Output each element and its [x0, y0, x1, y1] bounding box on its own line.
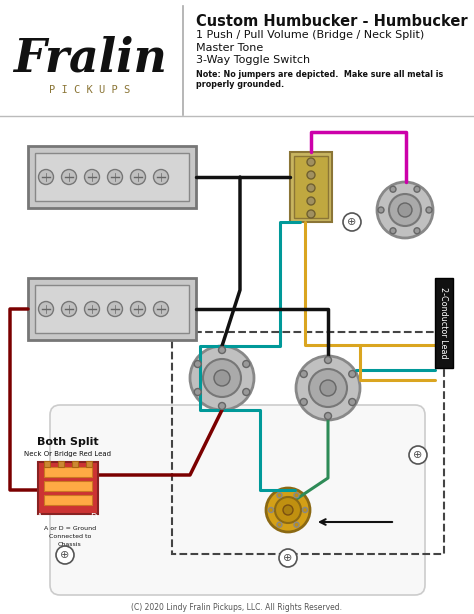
Text: Both Split: Both Split: [37, 437, 99, 447]
Circle shape: [343, 213, 361, 231]
Circle shape: [389, 194, 421, 226]
Circle shape: [38, 301, 54, 316]
Circle shape: [325, 413, 331, 419]
Circle shape: [279, 549, 297, 567]
Circle shape: [309, 369, 347, 407]
Bar: [86, 461, 92, 467]
Bar: [58, 461, 64, 467]
Bar: [72, 461, 78, 467]
Circle shape: [307, 171, 315, 179]
Bar: [290, 152, 332, 222]
Circle shape: [266, 488, 310, 532]
Text: Chassis: Chassis: [58, 542, 82, 547]
Bar: [44, 461, 50, 467]
Circle shape: [84, 169, 100, 184]
Circle shape: [378, 207, 384, 213]
Circle shape: [414, 186, 420, 192]
Circle shape: [377, 182, 433, 238]
Circle shape: [277, 523, 282, 527]
Circle shape: [130, 169, 146, 184]
Text: A or D = Ground: A or D = Ground: [44, 526, 96, 531]
Text: Note: No jumpers are depicted.  Make sure all metal is: Note: No jumpers are depicted. Make sure…: [196, 70, 443, 79]
Bar: [35, 285, 189, 333]
Circle shape: [203, 359, 241, 397]
Circle shape: [349, 398, 356, 405]
Circle shape: [283, 505, 293, 515]
Text: Neck Or Bridge Red Lead: Neck Or Bridge Red Lead: [25, 451, 111, 457]
Circle shape: [390, 228, 396, 234]
Text: Custom Humbucker - Humbucker: Custom Humbucker - Humbucker: [196, 14, 468, 29]
Bar: [28, 278, 196, 340]
Text: D: D: [90, 513, 96, 523]
Circle shape: [349, 370, 356, 378]
Circle shape: [294, 493, 299, 498]
Circle shape: [275, 497, 301, 523]
Text: ⊕: ⊕: [347, 217, 357, 227]
Circle shape: [300, 370, 307, 378]
Circle shape: [194, 360, 201, 368]
Circle shape: [300, 398, 307, 405]
Circle shape: [62, 169, 76, 184]
Bar: [44, 495, 92, 505]
Text: A: A: [37, 513, 43, 523]
Circle shape: [426, 207, 432, 213]
Circle shape: [268, 508, 273, 513]
Circle shape: [325, 357, 331, 363]
Bar: [172, 332, 444, 554]
Circle shape: [130, 301, 146, 316]
Circle shape: [108, 169, 122, 184]
Circle shape: [190, 346, 254, 410]
Circle shape: [154, 301, 168, 316]
Circle shape: [302, 508, 308, 513]
Circle shape: [243, 360, 250, 368]
Text: ⊕: ⊕: [60, 550, 70, 560]
Circle shape: [219, 346, 226, 354]
Circle shape: [84, 301, 100, 316]
Circle shape: [307, 197, 315, 205]
Text: 2-Conductor Lead: 2-Conductor Lead: [439, 287, 448, 359]
Text: Connected to: Connected to: [49, 534, 91, 539]
Text: ⊕: ⊕: [283, 553, 292, 563]
Text: properly grounded.: properly grounded.: [196, 80, 284, 89]
Bar: [38, 462, 98, 514]
Text: Fralin: Fralin: [13, 35, 167, 81]
Circle shape: [243, 389, 250, 395]
Bar: [35, 153, 189, 201]
FancyBboxPatch shape: [50, 405, 425, 595]
Circle shape: [277, 493, 282, 498]
Text: (C) 2020 Lindy Fralin Pickups, LLC. All Rights Reserved.: (C) 2020 Lindy Fralin Pickups, LLC. All …: [131, 604, 343, 613]
Text: Master Tone: Master Tone: [196, 43, 263, 53]
Bar: [435, 278, 453, 368]
Text: P I C K U P S: P I C K U P S: [49, 85, 131, 95]
Circle shape: [307, 184, 315, 192]
Circle shape: [214, 370, 230, 386]
Circle shape: [296, 356, 360, 420]
Bar: [294, 156, 328, 218]
Circle shape: [307, 158, 315, 166]
Bar: [44, 467, 92, 477]
Circle shape: [398, 203, 412, 217]
Circle shape: [194, 389, 201, 395]
Circle shape: [56, 546, 74, 564]
Circle shape: [62, 301, 76, 316]
Circle shape: [108, 301, 122, 316]
Text: 1 Push / Pull Volume (Bridge / Neck Split): 1 Push / Pull Volume (Bridge / Neck Spli…: [196, 30, 424, 40]
Circle shape: [414, 228, 420, 234]
Circle shape: [320, 380, 336, 396]
Circle shape: [154, 169, 168, 184]
Circle shape: [219, 403, 226, 410]
Circle shape: [390, 186, 396, 192]
Circle shape: [294, 523, 299, 527]
Bar: [44, 481, 92, 491]
Circle shape: [38, 169, 54, 184]
Text: ⊕: ⊕: [413, 450, 423, 460]
Circle shape: [307, 210, 315, 218]
Bar: [28, 146, 196, 208]
Circle shape: [409, 446, 427, 464]
Text: 3-Way Toggle Switch: 3-Way Toggle Switch: [196, 55, 310, 65]
